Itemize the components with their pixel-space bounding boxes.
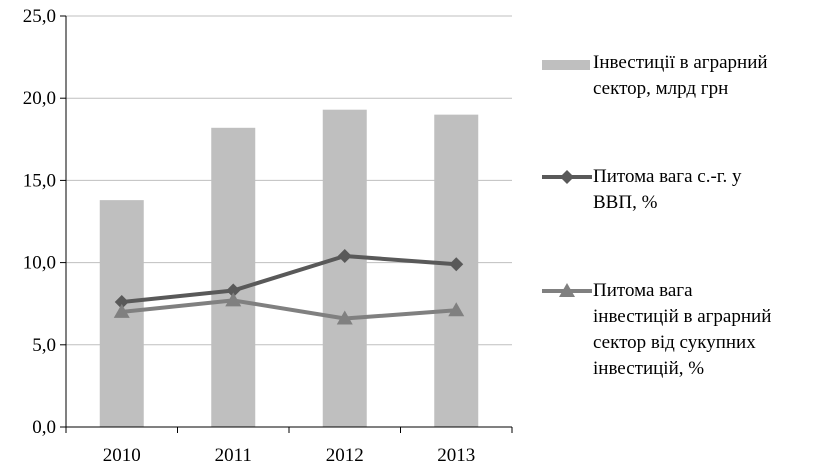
marker-diamond-2013 [449,257,464,272]
marker-triangle-2013 [448,302,465,317]
marker-triangle-2011 [225,292,242,307]
y-tick-labels: 0,0 5,0 10,0 15,0 20,0 25,0 [23,6,56,438]
y-tick-label: 10,0 [23,253,56,274]
legend-label-line-invest: Питома вага інвестицій в аграрний сектор… [593,280,772,379]
legend-bar-swatch-icon [542,60,590,70]
series-line-1 [121,298,457,321]
marker-diamond-2012 [337,249,352,264]
marker-diamond-2011 [226,283,241,298]
line-series [113,249,465,325]
legend-label-line-gdp: Питома вага с.-г. у ВВП, % [593,166,742,213]
legend-diamond-line-icon [542,170,592,184]
x-tick-label: 2013 [437,445,475,466]
x-tick-label: 2012 [326,445,364,466]
x-tick-label: 2011 [215,445,252,466]
marker-diamond-2010 [114,295,129,310]
x-tick-label: 2010 [103,445,141,466]
axes [60,15,513,433]
series-line-0 [121,254,457,305]
x-tick-labels: 2010 2011 2012 2013 [103,445,476,466]
bar-series [99,109,479,428]
legend-triangle-line-icon [542,283,592,297]
y-tick-label: 25,0 [23,6,56,27]
bar-2012 [322,109,367,427]
y-tick-label: 20,0 [23,88,56,109]
marker-triangle-2010 [113,303,130,318]
bar-2011 [211,127,256,428]
y-tick-label: 0,0 [32,417,56,438]
legend: Інвестиції в аграрний сектор, млрд грн П… [520,0,820,468]
marker-triangle-2012 [336,310,353,325]
legend-label-bar: Інвестиції в аграрний сектор, млрд грн [593,52,768,99]
y-tick-label: 15,0 [23,170,56,191]
y-tick-label: 5,0 [32,335,56,356]
